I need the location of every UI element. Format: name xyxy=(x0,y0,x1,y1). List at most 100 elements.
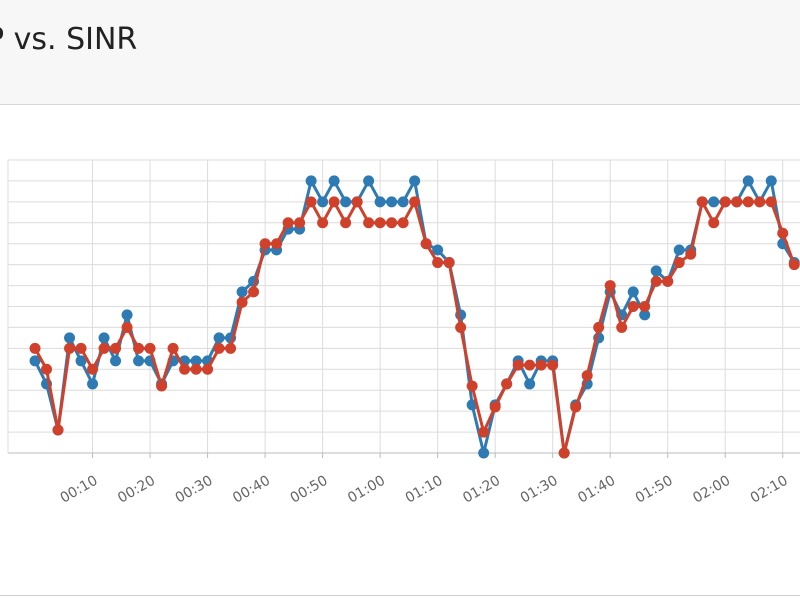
data-point xyxy=(558,447,570,459)
data-point xyxy=(788,259,800,271)
x-tick-label: 00:10 xyxy=(58,473,101,507)
data-point xyxy=(351,196,363,208)
data-point xyxy=(133,355,145,367)
data-point xyxy=(731,196,743,208)
data-point xyxy=(432,244,444,256)
data-point xyxy=(386,217,398,229)
chart-title: P vs. SINR xyxy=(0,22,138,57)
data-point xyxy=(110,355,122,367)
data-point xyxy=(627,286,639,298)
data-point xyxy=(328,175,340,187)
data-point xyxy=(64,342,76,354)
data-point xyxy=(75,355,87,367)
data-point xyxy=(29,342,41,354)
data-point xyxy=(524,378,536,390)
data-point xyxy=(121,309,133,321)
data-point xyxy=(570,401,582,413)
data-point xyxy=(259,238,271,250)
x-tick-label: 00:20 xyxy=(115,473,158,507)
data-point xyxy=(317,196,329,208)
chart: 00:10 00:20 00:30 00:40 00:50 01:00 01:10 01:20… xyxy=(7,159,800,507)
data-point xyxy=(75,342,87,354)
x-tick-label: 01:50 xyxy=(633,473,676,507)
data-point xyxy=(167,342,179,354)
data-point xyxy=(420,238,432,250)
data-point xyxy=(305,175,317,187)
data-point xyxy=(294,217,306,229)
data-point xyxy=(374,196,386,208)
data-point xyxy=(110,342,122,354)
data-point xyxy=(650,275,662,287)
data-point xyxy=(328,196,340,208)
data-point xyxy=(397,196,409,208)
data-point xyxy=(478,426,490,438)
data-point xyxy=(64,332,76,344)
data-point xyxy=(179,363,191,375)
data-point xyxy=(41,363,53,375)
data-point xyxy=(662,275,674,287)
data-point xyxy=(98,342,110,354)
data-point xyxy=(581,370,593,382)
data-point xyxy=(363,217,375,229)
data-point xyxy=(742,196,754,208)
data-point xyxy=(409,196,421,208)
data-point xyxy=(524,359,536,371)
data-point xyxy=(202,363,214,375)
data-point xyxy=(248,286,260,298)
x-tick-label: 01:20 xyxy=(460,473,503,507)
data-point xyxy=(765,196,777,208)
x-tick-label: 01:30 xyxy=(518,473,561,507)
data-point xyxy=(466,380,478,392)
data-point xyxy=(190,363,202,375)
data-point xyxy=(397,217,409,229)
x-tick-label: 01:40 xyxy=(575,473,618,507)
x-tick-label: 02:10 xyxy=(748,473,791,507)
data-point xyxy=(696,196,708,208)
data-point xyxy=(87,378,99,390)
data-point xyxy=(673,244,685,256)
data-point xyxy=(305,196,317,208)
data-point xyxy=(98,332,110,344)
panel-header: P vs. SINR xyxy=(0,0,800,105)
data-point xyxy=(363,175,375,187)
data-point xyxy=(225,342,237,354)
data-point xyxy=(340,196,352,208)
data-point xyxy=(673,257,685,269)
data-point xyxy=(650,265,662,277)
data-point xyxy=(501,378,513,390)
data-point xyxy=(512,359,524,371)
x-tick-label: 00:40 xyxy=(230,473,273,507)
series-line xyxy=(33,176,796,454)
data-point xyxy=(616,321,628,333)
data-point xyxy=(443,257,455,269)
data-point xyxy=(719,196,731,208)
data-point xyxy=(236,296,248,308)
data-point xyxy=(409,175,421,187)
data-point xyxy=(754,196,766,208)
data-point xyxy=(478,447,490,459)
chart-panel: 00:10 00:20 00:30 00:40 00:50 01:00 01:10 01:20… xyxy=(0,105,800,596)
data-point xyxy=(29,355,41,367)
data-point xyxy=(386,196,398,208)
data-point xyxy=(156,380,168,392)
data-point xyxy=(432,257,444,269)
data-point xyxy=(639,301,651,312)
data-point xyxy=(271,238,283,250)
data-point xyxy=(593,321,605,333)
data-point xyxy=(52,424,64,436)
data-point xyxy=(604,280,616,292)
data-point xyxy=(777,227,789,239)
data-point xyxy=(535,359,547,371)
data-point xyxy=(87,363,99,375)
data-point xyxy=(489,401,501,413)
data-point xyxy=(236,286,248,298)
data-point xyxy=(708,196,720,208)
data-point xyxy=(317,217,329,229)
data-point xyxy=(213,342,225,354)
data-point xyxy=(340,217,352,229)
data-point xyxy=(742,175,754,187)
x-tick-label: 01:00 xyxy=(345,473,388,507)
data-point xyxy=(374,217,386,229)
x-tick-label: 01:10 xyxy=(403,473,446,507)
data-point xyxy=(133,342,145,354)
